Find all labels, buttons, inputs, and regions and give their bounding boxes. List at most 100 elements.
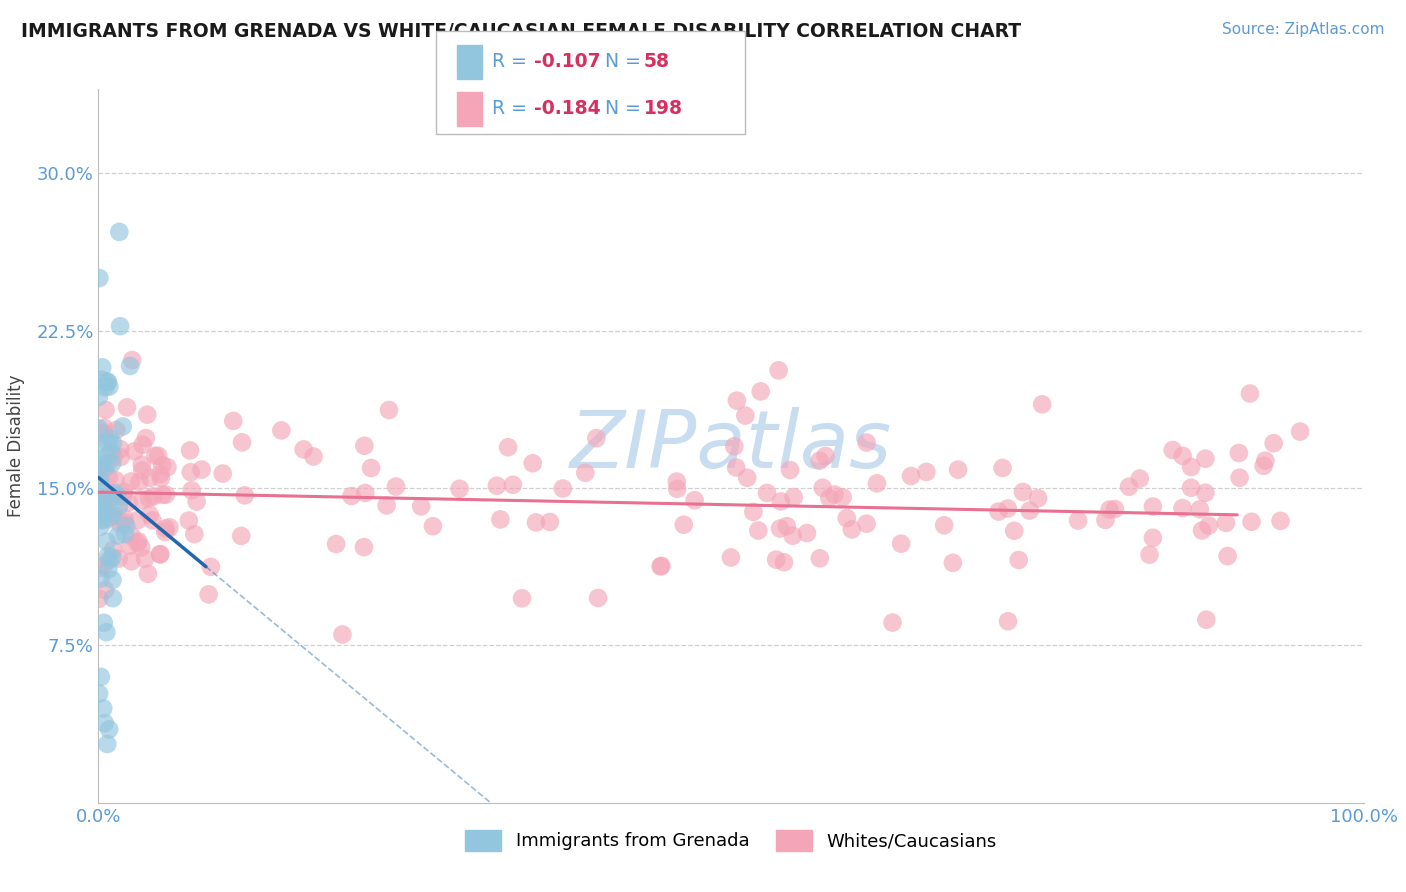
Point	[114, 511, 136, 525]
Point	[149, 471, 172, 485]
Point	[118, 495, 141, 509]
Point	[115, 518, 138, 533]
Point	[796, 526, 818, 541]
Point	[734, 409, 756, 423]
Point	[1098, 502, 1121, 516]
Point	[378, 403, 401, 417]
Point	[136, 566, 159, 581]
Point	[94, 450, 117, 464]
Y-axis label: Female Disability: Female Disability	[7, 375, 25, 517]
Point	[987, 505, 1010, 519]
Point	[835, 511, 858, 525]
Point	[141, 513, 163, 527]
Point	[882, 615, 904, 630]
Point	[769, 521, 792, 535]
Point	[127, 513, 149, 527]
Point	[120, 475, 142, 489]
Text: -0.184: -0.184	[534, 99, 600, 119]
Point	[114, 527, 136, 541]
Point	[94, 402, 117, 417]
Point	[586, 591, 609, 605]
Point	[768, 363, 790, 377]
Point	[650, 559, 672, 574]
Point	[946, 462, 969, 476]
Point	[93, 558, 115, 573]
Point	[1254, 453, 1277, 467]
Point	[666, 482, 689, 496]
Point	[1002, 524, 1025, 538]
Point	[89, 462, 111, 476]
Point	[1104, 502, 1126, 516]
Point	[93, 497, 115, 511]
Point	[1094, 513, 1116, 527]
Point	[97, 435, 120, 450]
Point	[120, 359, 141, 373]
Point	[127, 534, 149, 549]
Point	[1180, 481, 1202, 495]
Point	[136, 408, 159, 422]
Point	[97, 562, 120, 576]
Point	[354, 486, 377, 500]
Point	[145, 449, 167, 463]
Point	[186, 494, 208, 508]
Point	[177, 514, 200, 528]
Point	[91, 513, 114, 527]
Point	[1239, 386, 1261, 401]
Point	[159, 520, 181, 534]
Text: 58: 58	[644, 53, 669, 71]
Point	[101, 550, 124, 565]
Point	[233, 488, 256, 502]
Point	[1012, 485, 1035, 500]
Point	[89, 520, 111, 534]
Point	[1227, 446, 1250, 460]
Point	[101, 542, 124, 557]
Point	[360, 461, 382, 475]
Point	[353, 540, 375, 554]
Point	[96, 505, 118, 519]
Point	[90, 455, 112, 469]
Point	[485, 479, 508, 493]
Point	[725, 393, 748, 408]
Point	[1018, 503, 1040, 517]
Point	[385, 479, 408, 493]
Point	[1139, 548, 1161, 562]
Point	[98, 431, 121, 445]
Point	[1142, 531, 1164, 545]
Point	[991, 461, 1014, 475]
Legend: Immigrants from Grenada, Whites/Caucasians: Immigrants from Grenada, Whites/Caucasia…	[458, 822, 1004, 858]
Point	[131, 438, 153, 452]
Point	[94, 583, 117, 598]
Point	[814, 449, 837, 463]
Point	[138, 491, 160, 506]
Point	[522, 456, 544, 470]
Point	[98, 379, 121, 393]
Point	[211, 467, 233, 481]
Point	[105, 423, 128, 437]
Point	[96, 625, 118, 640]
Point	[818, 491, 841, 505]
Point	[93, 496, 115, 510]
Point	[103, 488, 125, 502]
Point	[1031, 397, 1053, 411]
Point	[915, 465, 938, 479]
Point	[108, 319, 131, 334]
Point	[585, 431, 607, 445]
Point	[502, 478, 524, 492]
Point	[100, 510, 122, 524]
Point	[121, 529, 143, 543]
Point	[197, 587, 219, 601]
Point	[124, 444, 146, 458]
Point	[97, 375, 120, 389]
Point	[510, 591, 533, 606]
Point	[776, 519, 799, 533]
Point	[98, 723, 121, 737]
Point	[87, 390, 110, 404]
Point	[149, 467, 172, 482]
Point	[375, 499, 398, 513]
Point	[340, 489, 363, 503]
Point	[107, 551, 129, 566]
Point	[90, 491, 112, 505]
Point	[131, 463, 153, 477]
Text: 198: 198	[644, 99, 683, 119]
Point	[449, 482, 471, 496]
